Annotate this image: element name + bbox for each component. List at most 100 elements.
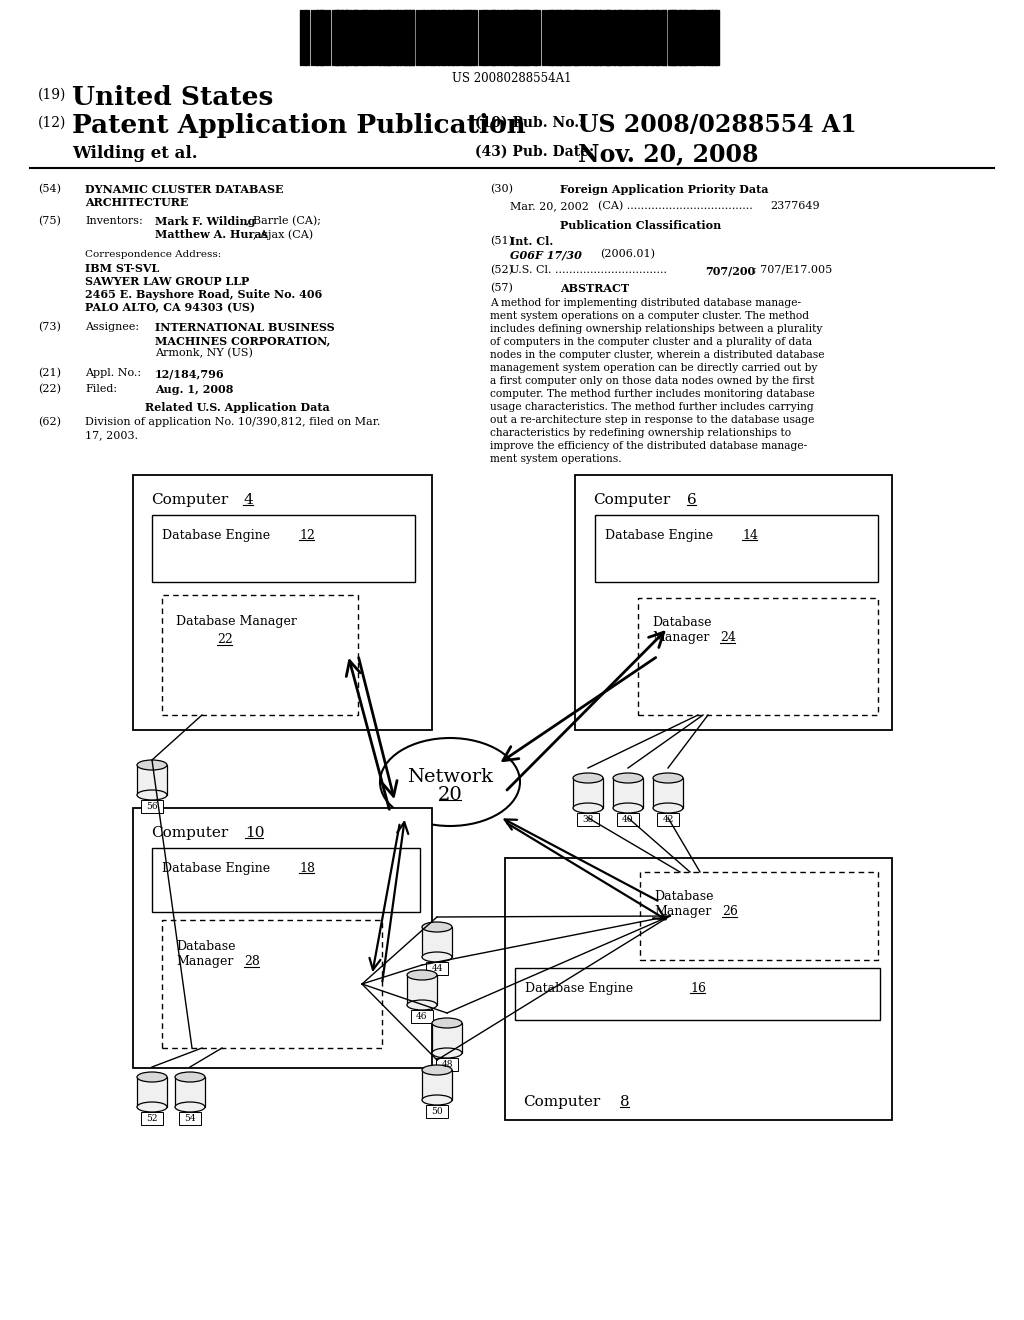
Text: Manager: Manager <box>652 631 710 644</box>
Text: Database Engine: Database Engine <box>162 529 270 543</box>
Text: Database: Database <box>652 616 712 630</box>
Bar <box>386 11 389 65</box>
Text: Patent Application Publication: Patent Application Publication <box>72 114 525 139</box>
Text: (30): (30) <box>490 183 513 194</box>
Bar <box>703 11 706 65</box>
Bar <box>152 847 420 912</box>
Text: A method for implementing distributed database manage-: A method for implementing distributed da… <box>490 298 801 308</box>
Bar <box>536 11 538 65</box>
Bar <box>141 800 163 813</box>
Bar <box>407 975 437 1005</box>
Bar <box>394 11 397 65</box>
Text: 2465 E. Bayshore Road, Suite No. 406: 2465 E. Bayshore Road, Suite No. 406 <box>85 289 323 300</box>
Bar <box>378 11 380 65</box>
Text: 12: 12 <box>299 529 314 543</box>
Bar <box>133 808 432 1068</box>
Bar <box>515 968 880 1020</box>
Bar <box>582 11 584 65</box>
Bar <box>606 11 609 65</box>
Text: 10: 10 <box>245 826 264 840</box>
Ellipse shape <box>137 789 167 800</box>
Bar <box>638 598 878 715</box>
Bar <box>575 475 892 730</box>
Bar <box>137 1077 167 1107</box>
Text: Database: Database <box>654 890 714 903</box>
Bar <box>594 11 597 65</box>
Bar <box>617 813 639 826</box>
Ellipse shape <box>653 774 683 783</box>
Text: INTERNATIONAL BUSINESS: INTERNATIONAL BUSINESS <box>155 322 335 333</box>
Bar <box>334 11 337 65</box>
Text: Foreign Application Priority Data: Foreign Application Priority Data <box>560 183 768 195</box>
Text: SAWYER LAW GROUP LLP: SAWYER LAW GROUP LLP <box>85 276 249 286</box>
Bar <box>442 11 444 65</box>
Bar <box>657 813 679 826</box>
Bar <box>372 11 374 65</box>
Text: Int. Cl.: Int. Cl. <box>510 236 553 247</box>
Bar <box>350 11 352 65</box>
Bar <box>162 920 382 1048</box>
Bar <box>662 11 664 65</box>
Text: Appl. No.:: Appl. No.: <box>85 368 141 378</box>
Text: , Ajax (CA): , Ajax (CA) <box>253 228 313 239</box>
Text: Division of application No. 10/390,812, filed on Mar.: Division of application No. 10/390,812, … <box>85 417 380 426</box>
Text: out a re-architecture step in response to the database usage: out a re-architecture step in response t… <box>490 414 814 425</box>
Text: Related U.S. Application Data: Related U.S. Application Data <box>145 403 330 413</box>
Bar <box>626 11 628 65</box>
Text: 28: 28 <box>244 954 260 968</box>
Ellipse shape <box>653 803 683 813</box>
Bar <box>162 595 358 715</box>
Text: 50: 50 <box>431 1107 442 1115</box>
Bar <box>584 11 586 65</box>
Text: Database: Database <box>176 940 236 953</box>
Bar <box>422 1071 452 1100</box>
Bar <box>620 11 623 65</box>
Bar <box>573 11 575 65</box>
Text: management system operation can be directly carried out by: management system operation can be direc… <box>490 363 817 374</box>
Text: Computer: Computer <box>151 492 228 507</box>
Bar <box>650 11 652 65</box>
Text: 42: 42 <box>663 814 674 824</box>
Text: US 20080288554A1: US 20080288554A1 <box>453 73 571 84</box>
Bar <box>686 11 688 65</box>
Bar <box>598 11 601 65</box>
Bar <box>492 11 495 65</box>
Ellipse shape <box>407 1001 437 1010</box>
Bar <box>562 11 565 65</box>
Bar <box>558 11 561 65</box>
Bar <box>526 11 528 65</box>
Bar <box>556 11 558 65</box>
Bar <box>466 11 468 65</box>
Bar <box>440 11 442 65</box>
Text: 48: 48 <box>441 1060 453 1069</box>
Text: (75): (75) <box>38 216 60 226</box>
Text: 44: 44 <box>431 964 442 973</box>
Text: 6: 6 <box>687 492 696 507</box>
Bar <box>141 1111 163 1125</box>
Bar <box>670 11 673 65</box>
Bar <box>352 11 355 65</box>
Bar <box>578 11 580 65</box>
Bar <box>516 11 518 65</box>
Bar <box>152 515 415 582</box>
Ellipse shape <box>422 921 452 932</box>
Bar <box>655 11 657 65</box>
Text: Mar. 20, 2002: Mar. 20, 2002 <box>510 201 589 211</box>
Text: (43) Pub. Date:: (43) Pub. Date: <box>475 145 594 158</box>
Text: Computer: Computer <box>593 492 671 507</box>
Bar <box>524 11 526 65</box>
Text: DYNAMIC CLUSTER DATABASE: DYNAMIC CLUSTER DATABASE <box>85 183 284 195</box>
Text: 54: 54 <box>184 1114 196 1123</box>
Text: ; 707/E17.005: ; 707/E17.005 <box>753 265 833 275</box>
Bar <box>408 11 410 65</box>
Bar <box>678 11 681 65</box>
Bar <box>362 11 365 65</box>
Text: Aug. 1, 2008: Aug. 1, 2008 <box>155 384 233 395</box>
Text: (10) Pub. No.:: (10) Pub. No.: <box>475 116 585 129</box>
Bar <box>436 1059 458 1071</box>
Text: ABSTRACT: ABSTRACT <box>560 282 629 294</box>
Text: ment system operations.: ment system operations. <box>490 454 622 465</box>
Bar <box>710 11 713 65</box>
Bar <box>550 11 553 65</box>
Bar <box>412 11 415 65</box>
